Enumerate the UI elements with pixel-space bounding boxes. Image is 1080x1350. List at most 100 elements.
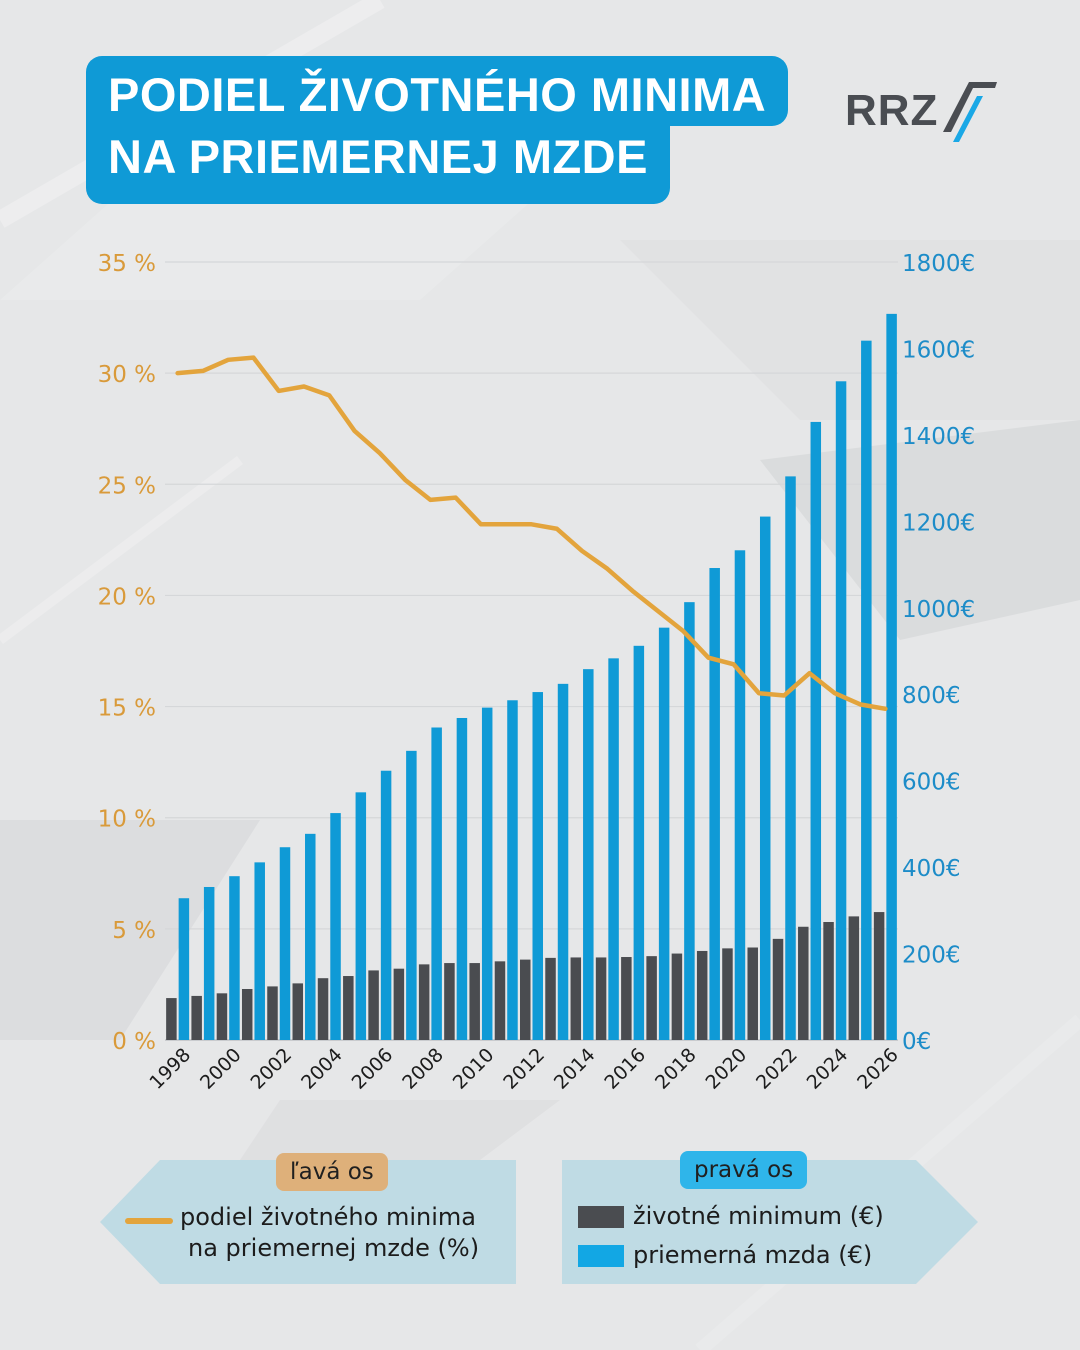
legend-line-swatch [125, 1218, 173, 1224]
left-tick-label: 5 % [112, 918, 156, 944]
wage-bar [835, 381, 847, 1040]
x-tick-label: 2004 [297, 1044, 347, 1094]
minimum-bar [494, 961, 506, 1040]
legend-wage-swatch [578, 1245, 624, 1267]
right-tick-label: 1400€ [902, 424, 975, 450]
wage-bar [406, 750, 417, 1040]
minimum-bar [873, 912, 885, 1040]
minimum-bar [444, 963, 455, 1040]
wage-bar [305, 833, 316, 1040]
title-line-2: NA PRIEMERNEJ MZDE [86, 126, 670, 204]
legend-wage-label: priemerná mzda (€) [633, 1241, 873, 1269]
right-tick-label: 200€ [902, 943, 961, 969]
logo-text: RRZ [845, 86, 939, 135]
wage-bar [785, 476, 796, 1041]
wage-bar [557, 683, 569, 1040]
x-tick-label: 2002 [247, 1044, 297, 1094]
wage-bar [355, 792, 367, 1040]
minimum-bar [317, 978, 329, 1040]
x-tick-label: 2016 [600, 1044, 650, 1094]
x-tick-label: 2006 [348, 1044, 398, 1094]
wage-bar [431, 727, 442, 1040]
wage-bar [684, 602, 695, 1040]
x-tick-label: 2010 [449, 1044, 499, 1094]
minimum-bar [646, 956, 657, 1040]
x-tick-label: 2012 [499, 1044, 549, 1094]
left-tick-label: 10 % [98, 807, 156, 833]
minimum-bar [772, 938, 784, 1040]
minimum-bar [216, 993, 228, 1040]
wage-bar [456, 717, 468, 1040]
wage-bar [532, 692, 543, 1040]
minimum-bar [393, 968, 405, 1040]
minimum-bar [241, 988, 253, 1040]
wage-bar [481, 707, 493, 1040]
right-tick-label: 800€ [902, 683, 961, 709]
right-tick-label: 1000€ [902, 597, 975, 623]
right-tick-label: 1200€ [902, 510, 975, 536]
title: PODIEL ŽIVOTNÉHO MINIMA NA PRIEMERNEJ MZ… [86, 56, 789, 204]
left-axis-ticks: 0 % 5 % 10 % 15 % 20 % 25 % 30 % 35 % [98, 251, 156, 1055]
minimum-bar [595, 957, 607, 1040]
legend-minimum-label: životné minimum (€) [633, 1202, 884, 1230]
legend-left-panel [100, 1160, 516, 1284]
x-axis-ticks: 1998 2000 2002 2004 2006 2008 2010 2012 2014 2016… [145, 1044, 902, 1094]
minimum-bar [747, 947, 758, 1040]
minimum-bar [368, 970, 379, 1040]
minimum-bar [469, 963, 480, 1040]
share-line [175, 355, 888, 712]
right-axis-ticks: 0€ 200€ 400€ 600€ 800€ 1000€ 1200€ 1400€ 1600€ 18… [902, 251, 975, 1055]
x-tick-label: 2014 [550, 1044, 600, 1094]
share-line-group [175, 355, 888, 712]
legend-left-axis-tag: ľavá os [276, 1153, 388, 1191]
minimum-bars [166, 912, 885, 1040]
wage-bar [203, 886, 215, 1040]
wage-bar [380, 770, 392, 1040]
rrz-slash-icon [943, 82, 997, 142]
wage-bars [178, 313, 897, 1041]
legend-line-label-1: podiel životného minima [180, 1203, 476, 1231]
wage-bar [178, 898, 190, 1040]
wage-bar [861, 340, 872, 1041]
minimum-bar [191, 995, 202, 1040]
right-tick-label: 400€ [902, 856, 961, 882]
x-tick-label: 2018 [651, 1044, 701, 1094]
minimum-bar [621, 957, 632, 1040]
x-tick-label: 2026 [853, 1044, 903, 1094]
minimum-bar [696, 950, 708, 1040]
minimum-bar [267, 986, 278, 1040]
x-tick-label: 2022 [752, 1044, 802, 1094]
wage-bar [330, 813, 341, 1040]
legend-right-axis-tag: pravá os [680, 1151, 808, 1189]
minimum-bar [722, 948, 733, 1040]
minimum-bar [823, 922, 834, 1040]
minimum-bar [292, 983, 304, 1040]
wage-bar [279, 847, 291, 1040]
x-tick-label: 2024 [803, 1044, 853, 1094]
wage-bar [583, 669, 594, 1040]
minimum-bar [418, 964, 430, 1040]
x-tick-label: 2000 [196, 1044, 246, 1094]
minimum-bar [166, 998, 177, 1040]
wage-bar [658, 627, 670, 1040]
minimum-bar [798, 926, 809, 1040]
right-tick-label: 600€ [902, 770, 961, 796]
minimum-bar [343, 976, 354, 1040]
minimum-bar [848, 916, 860, 1040]
legend-line-label-2: na priemernej mzde (%) [188, 1234, 480, 1262]
left-tick-label: 35 % [98, 251, 156, 277]
legend-right-panel [562, 1160, 978, 1284]
wage-bar [886, 313, 897, 1040]
wage-bar [734, 550, 746, 1040]
right-tick-label: 1600€ [902, 337, 975, 363]
left-tick-label: 0 % [112, 1029, 156, 1055]
rrz-logo: RRZ [845, 80, 997, 144]
x-tick-label: 2020 [701, 1044, 751, 1094]
left-tick-label: 20 % [98, 584, 156, 610]
wage-bar [709, 568, 720, 1040]
left-tick-label: 15 % [98, 696, 156, 722]
x-tick-label: 2008 [398, 1044, 448, 1094]
wage-bar [229, 876, 240, 1040]
left-tick-label: 25 % [98, 473, 156, 499]
